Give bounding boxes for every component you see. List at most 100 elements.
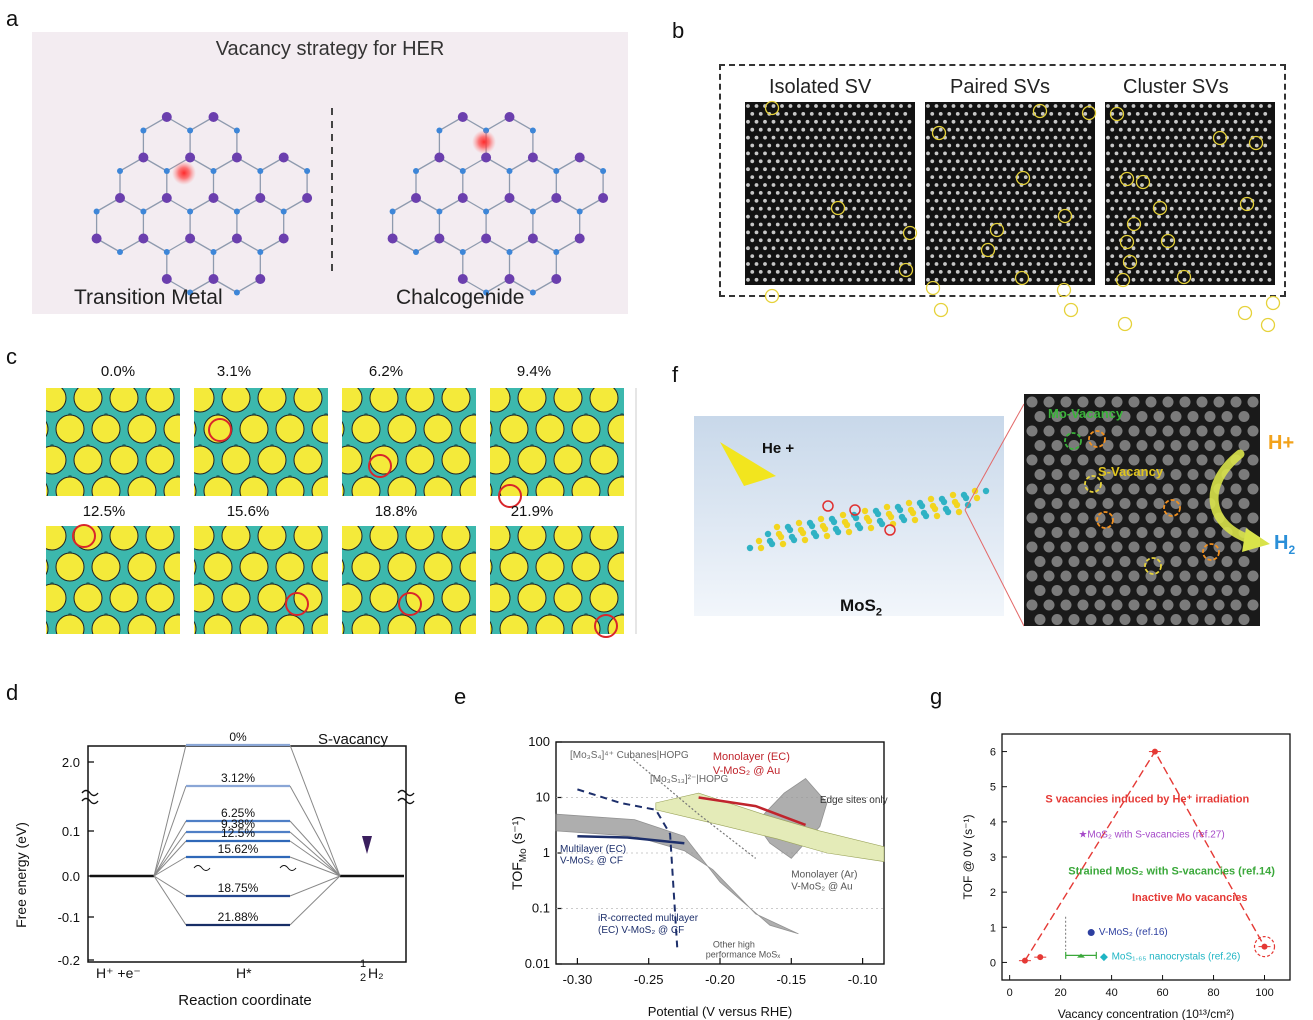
stem-atom (1229, 112, 1234, 116)
sulfur-atom (73, 388, 103, 413)
stem-atom (998, 112, 1003, 116)
stem-atom (1144, 191, 1149, 195)
stem-atom (930, 270, 935, 274)
stem-atom (938, 206, 943, 211)
stem-atom (767, 127, 772, 132)
stem-atom (1233, 198, 1238, 203)
stem-atom (1170, 440, 1182, 451)
stem-atom (1106, 198, 1110, 203)
stem-atom (1006, 270, 1011, 274)
stem-atom (843, 270, 848, 274)
stem-atom (852, 112, 857, 116)
stem-atom (1254, 206, 1259, 211)
metal-site (122, 520, 126, 524)
metal-site (328, 475, 332, 479)
sulfur-atom (46, 388, 67, 413)
stem-atom (1182, 246, 1187, 251)
stem-atom (1254, 254, 1259, 258)
metal-site (494, 520, 498, 524)
stem-atom (775, 270, 780, 274)
sulfur-atom (46, 583, 67, 613)
mos2-atom (918, 502, 926, 510)
lattice-atom (576, 208, 583, 215)
lattice-atom (506, 168, 513, 174)
stem-atom (1259, 198, 1263, 203)
stem-atom (1237, 127, 1242, 132)
lattice-atom (504, 193, 515, 203)
metal-site (194, 520, 198, 524)
stem-atom (1216, 151, 1221, 156)
metal-site (382, 644, 386, 648)
illustration-background (694, 416, 1004, 616)
stem-atom (1238, 614, 1250, 625)
sulfur-atom (589, 526, 619, 551)
stem-atom (771, 214, 776, 219)
stem-atom (1174, 151, 1178, 156)
sulfur-atom (145, 388, 175, 413)
metal-site (50, 382, 54, 386)
stem-atom (809, 175, 814, 179)
stem-atom (1006, 254, 1011, 258)
stem-atom (1233, 230, 1238, 235)
stem-atom (1053, 230, 1058, 235)
stem-atom (763, 167, 767, 172)
stem-atom (1083, 222, 1088, 227)
stem-atom (1179, 512, 1191, 524)
stem-atom (1136, 498, 1148, 509)
stem-atom (843, 112, 848, 116)
stem-atom (1034, 411, 1046, 422)
stem-atom (926, 151, 930, 156)
stem-atom (746, 230, 750, 235)
axis-break-right (397, 789, 415, 805)
stem-atom (831, 262, 835, 266)
stem-atom (792, 206, 797, 211)
stem-atom (839, 135, 844, 140)
stem-atom (1182, 214, 1187, 219)
stem-atom (882, 167, 886, 172)
stem-atom (1070, 277, 1075, 282)
stem-atom (1186, 143, 1191, 148)
stem-atom (814, 230, 818, 235)
stem-atom (994, 277, 998, 282)
stem-atom (964, 175, 969, 179)
stem-atom (856, 135, 861, 140)
lattice-atom (457, 193, 468, 203)
metal-site (198, 382, 202, 386)
stem-atom (1254, 270, 1259, 274)
stem-atom (1145, 483, 1157, 495)
stem-atom (1102, 440, 1114, 451)
stem-atom (960, 246, 964, 251)
metal-site (692, 675, 696, 679)
sulfur-atom (46, 620, 49, 634)
stem-atom (754, 277, 759, 282)
panel-d-x-right-den: 2 (360, 972, 366, 984)
stem-atom (1006, 112, 1011, 116)
lattice-atom (529, 208, 536, 215)
stem-atom (797, 167, 801, 172)
panel-f-h2-label: H2 (1274, 532, 1295, 557)
stem-atom (1182, 183, 1187, 187)
lattice-atom (598, 193, 609, 203)
stem-atom (809, 206, 814, 211)
stem-atom (989, 191, 994, 195)
stem-atom (865, 151, 869, 156)
stem-atom (926, 230, 930, 235)
stem-atom (1165, 262, 1170, 266)
stem-atom (890, 183, 895, 187)
lattice-atom (457, 274, 468, 284)
stem-atom (1083, 206, 1088, 211)
stem-atom (848, 246, 852, 251)
stem-atom (1247, 425, 1259, 437)
stem-atom (1066, 222, 1071, 227)
sulfur-atom (518, 646, 546, 674)
stem-atom (1045, 246, 1049, 251)
stem-atom (926, 277, 930, 282)
stem-atom (1246, 175, 1251, 179)
stem-atom (890, 246, 895, 251)
stem-atom (754, 135, 759, 140)
metal-site (306, 644, 310, 648)
stem-atom (1254, 159, 1259, 164)
lattice-atom (434, 152, 445, 163)
stem-atom (1238, 440, 1250, 451)
stem-atom (758, 159, 763, 164)
